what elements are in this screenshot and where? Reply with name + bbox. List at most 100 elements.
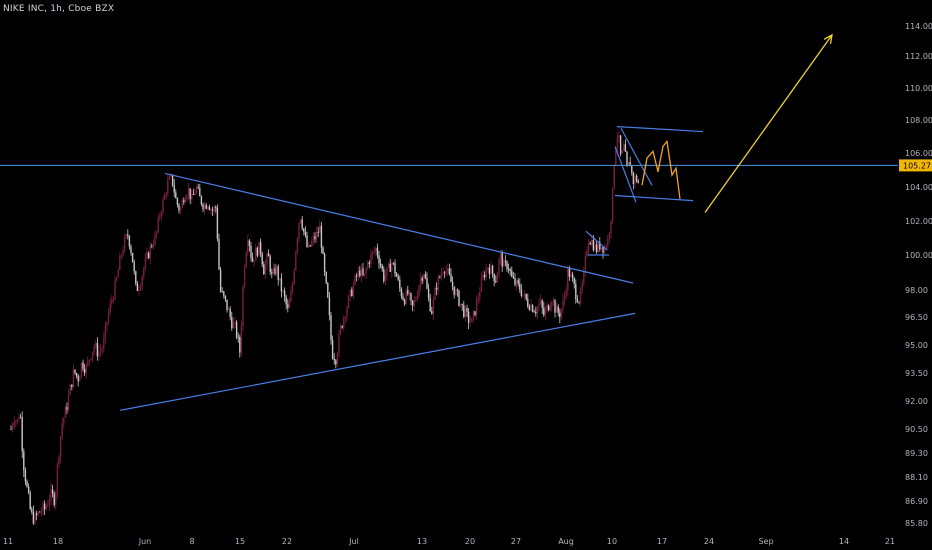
candle-body — [105, 325, 106, 338]
candle-body — [449, 268, 450, 274]
candle-body — [356, 276, 357, 277]
candle-body — [25, 470, 26, 481]
candle-body — [524, 294, 525, 295]
candle-body — [49, 500, 50, 505]
candle-body — [460, 304, 461, 306]
candle-body — [612, 189, 613, 221]
y-tick-label: 98.00 — [905, 286, 928, 295]
candle-body — [15, 422, 16, 423]
candle-body — [537, 307, 538, 313]
candle-body — [585, 256, 586, 270]
candle-body — [530, 305, 531, 310]
candle-body — [375, 248, 376, 251]
candle-body — [385, 276, 386, 281]
candle-body — [209, 207, 210, 210]
candle-body — [462, 304, 463, 305]
candle-body — [559, 313, 560, 317]
candle-body — [607, 238, 608, 246]
candle-body — [246, 253, 247, 267]
candle-body — [361, 269, 362, 276]
candle-body — [601, 247, 602, 249]
candle-body — [417, 296, 418, 300]
candle-body — [510, 269, 511, 271]
candle-body — [140, 286, 141, 289]
candle-body — [436, 288, 437, 290]
candle-body — [425, 274, 426, 278]
candle-body — [590, 243, 591, 244]
candle-body — [28, 487, 29, 493]
candle-body — [106, 322, 107, 325]
candle-body — [633, 173, 634, 184]
candle-body — [542, 300, 543, 307]
candle-body — [561, 309, 562, 317]
candle-body — [126, 234, 127, 236]
candle-body — [295, 252, 296, 271]
candle-body — [580, 291, 581, 303]
candle-body — [90, 359, 91, 360]
candle-body — [26, 481, 27, 486]
candle-body — [190, 188, 191, 199]
candle-body — [606, 247, 607, 248]
candle-body — [631, 166, 632, 173]
candle-body — [194, 193, 195, 195]
candle-body — [297, 239, 298, 252]
candle-body — [602, 247, 603, 253]
candle-body — [60, 436, 61, 456]
candle-body — [465, 308, 466, 317]
candle-body — [329, 297, 330, 315]
candle-body — [586, 251, 587, 256]
candle-body — [570, 274, 571, 277]
candle-body — [551, 303, 552, 307]
candle-body — [463, 305, 464, 317]
candle-body — [158, 218, 159, 232]
y-tick-label: 96.50 — [905, 313, 928, 322]
candle-body — [406, 290, 407, 304]
candle-body — [92, 351, 93, 358]
candle-body — [134, 262, 135, 271]
candle-body — [97, 343, 98, 356]
candle-body — [129, 236, 130, 247]
candle-body — [255, 248, 256, 261]
y-tick-label: 93.50 — [905, 369, 928, 378]
candle-body — [473, 311, 474, 318]
candle-body — [572, 274, 573, 278]
current-price-label: 105.27 — [903, 161, 931, 170]
candle-body — [62, 423, 63, 436]
candle-body — [487, 268, 488, 269]
candle-body — [346, 308, 347, 317]
candle-body — [535, 312, 536, 313]
candle-body — [452, 282, 453, 287]
candle-body — [388, 264, 389, 268]
candle-body — [553, 300, 554, 302]
candle-body — [175, 192, 176, 198]
candle-body — [457, 290, 458, 291]
candle-body — [169, 176, 170, 179]
candle-body — [308, 245, 309, 247]
candle-body — [418, 286, 419, 296]
candle-body — [620, 135, 621, 153]
candle-body — [343, 317, 344, 327]
candle-body — [484, 275, 485, 277]
candle-body — [100, 350, 101, 351]
candle-body — [98, 351, 99, 356]
candle-body — [116, 277, 117, 281]
x-tick-label: 21 — [885, 537, 895, 546]
candle-body — [234, 322, 235, 323]
y-tick-label: 106.00 — [905, 149, 932, 158]
x-tick-label: 17 — [657, 537, 667, 546]
candle-body — [393, 263, 394, 264]
candle-body — [305, 232, 306, 236]
candle-body — [391, 263, 392, 272]
candle-body — [588, 243, 589, 250]
x-tick-label: Jul — [348, 537, 359, 546]
candle-body — [470, 322, 471, 323]
candle-body — [519, 283, 520, 289]
candle-body — [271, 272, 272, 273]
candle-body — [454, 287, 455, 295]
candle-body — [217, 208, 218, 239]
x-tick-label: Jun — [138, 537, 152, 546]
candle-body — [31, 509, 32, 512]
candle-body — [262, 253, 263, 264]
candle-body — [583, 270, 584, 283]
